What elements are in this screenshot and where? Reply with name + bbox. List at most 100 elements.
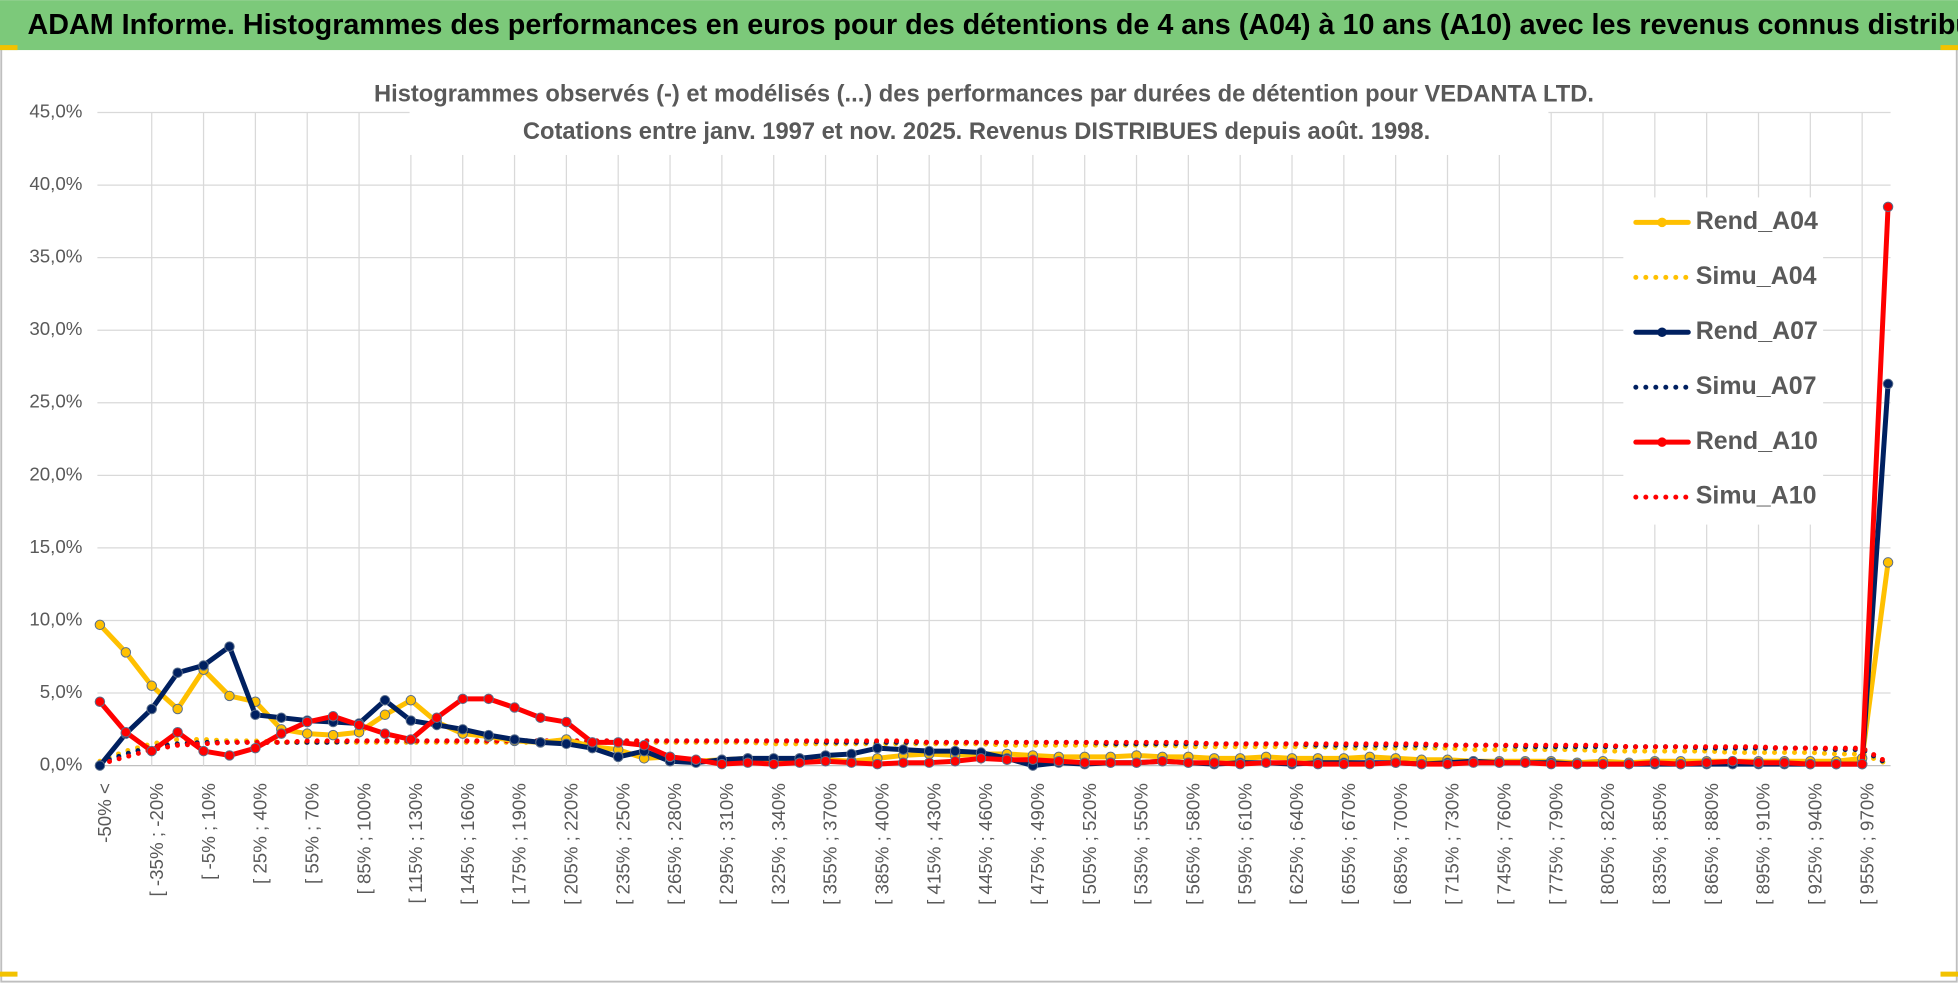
- point: [1286, 757, 1298, 768]
- point: [1701, 757, 1712, 768]
- x-tick-label: [ 745% ; 760%: [1494, 783, 1515, 905]
- legend-label: Simu_A10: [1696, 482, 1817, 510]
- point: [898, 744, 909, 755]
- x-tick-label: [ 265% ; 280%: [664, 783, 685, 905]
- point: [250, 742, 261, 754]
- legend-bg: [1623, 197, 1824, 525]
- plot: [94, 201, 1894, 771]
- point: [1105, 757, 1116, 768]
- point: [301, 728, 313, 739]
- point: [1234, 758, 1246, 770]
- observed-line: [97, 204, 1891, 767]
- point: [224, 690, 235, 702]
- y-tick-label: 20,0%: [29, 463, 82, 484]
- point: [1053, 755, 1065, 767]
- y-tick-label: 25,0%: [29, 391, 82, 412]
- point: [172, 703, 183, 715]
- point: [1520, 757, 1531, 768]
- point: [1882, 557, 1894, 568]
- point: [535, 737, 546, 748]
- x-tick-label: [ 55% ; 70%: [301, 783, 322, 884]
- point: [794, 757, 805, 768]
- point: [1442, 758, 1453, 770]
- point: [431, 712, 443, 723]
- point: [846, 748, 857, 760]
- point: [405, 695, 417, 706]
- point: [94, 696, 106, 707]
- title-bg: [409, 75, 1549, 155]
- x-tick-label: [ 415% ; 430%: [923, 783, 944, 905]
- point: [224, 750, 235, 761]
- point: [1727, 755, 1738, 767]
- x-tick-label: [ 445% ; 460%: [975, 783, 996, 905]
- x-tick-label: [ 385% ; 400%: [872, 783, 893, 905]
- point: [587, 737, 598, 748]
- y-tick-label: 5,0%: [40, 681, 83, 702]
- point: [1779, 757, 1790, 768]
- point: [638, 740, 650, 751]
- point: [561, 716, 572, 728]
- x-tick-label: [ 205% ; 220%: [561, 783, 582, 905]
- point: [1079, 757, 1090, 768]
- point: [923, 745, 935, 757]
- point: [535, 712, 546, 723]
- x-tick-label: [ 535% ; 550%: [1131, 783, 1152, 905]
- point: [561, 738, 572, 750]
- corner: [0, 971, 18, 977]
- x-tick-label: [ 505% ; 520%: [1079, 783, 1100, 905]
- y-tick-label: 45,0%: [29, 100, 82, 121]
- point: [198, 745, 209, 757]
- point: [146, 745, 157, 757]
- x-tick-label: [ 715% ; 730%: [1442, 783, 1463, 905]
- point: [327, 711, 339, 722]
- y-tick-label: 30,0%: [29, 318, 82, 339]
- legend-marker: [1657, 437, 1667, 447]
- point: [120, 726, 132, 738]
- x-tick-label: [ 625% ; 640%: [1286, 783, 1307, 905]
- point: [1416, 758, 1427, 770]
- point: [1468, 757, 1479, 768]
- point: [327, 729, 339, 741]
- point: [1571, 758, 1583, 770]
- point: [353, 719, 365, 731]
- point: [690, 754, 702, 766]
- x-tick-label: [ 295% ; 310%: [716, 783, 737, 905]
- chart-subtitle: Cotations entre janv. 1997 et nov. 2025.…: [523, 119, 1430, 145]
- corner: [0, 45, 18, 51]
- point: [742, 757, 754, 768]
- point: [1545, 758, 1557, 770]
- legend-label: Rend_A04: [1696, 207, 1818, 235]
- point: [172, 667, 183, 678]
- point: [820, 755, 831, 767]
- point: [898, 757, 909, 768]
- point: [457, 724, 468, 735]
- x-tick-label: [ 685% ; 700%: [1390, 783, 1411, 905]
- point: [94, 760, 106, 771]
- point: [1027, 754, 1039, 766]
- point: [1157, 755, 1168, 767]
- legend-label: Rend_A07: [1696, 317, 1818, 345]
- point: [949, 745, 961, 757]
- legend-label: Simu_A07: [1696, 372, 1817, 400]
- x-tick-label: -50% <: [94, 783, 115, 843]
- point: [301, 716, 313, 728]
- point: [483, 729, 494, 741]
- point: [975, 753, 987, 764]
- point: [405, 715, 417, 726]
- point: [716, 758, 728, 770]
- point: [949, 755, 961, 767]
- point: [1001, 754, 1013, 766]
- point: [509, 734, 520, 745]
- point: [146, 703, 157, 715]
- point: [224, 641, 235, 652]
- point: [872, 758, 883, 770]
- legend-label: Rend_A10: [1696, 427, 1818, 455]
- point: [1390, 757, 1401, 768]
- point: [1209, 757, 1220, 768]
- corner: [1940, 45, 1958, 51]
- legend: Rend_A04 Simu_A04 Rend_A07 Simu_A07 Rend_A10…: [1623, 197, 1824, 525]
- point: [457, 693, 468, 705]
- point: [405, 734, 417, 745]
- x-tick-label: [ 595% ; 610%: [1234, 783, 1255, 905]
- header-bar: [0, 0, 1958, 51]
